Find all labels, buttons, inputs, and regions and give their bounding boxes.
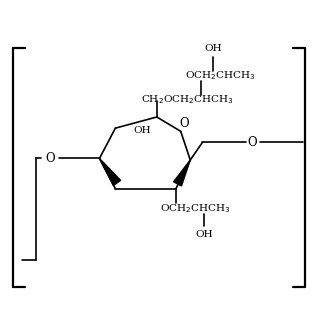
Text: O: O [45,152,55,165]
Text: CH$_2$OCH$_2$CHCH$_3$: CH$_2$OCH$_2$CHCH$_3$ [141,93,233,106]
Text: OCH$_2$CHCH$_3$: OCH$_2$CHCH$_3$ [160,202,231,215]
Text: O: O [180,117,189,130]
Text: OH: OH [195,230,213,239]
Text: O: O [248,136,257,149]
Polygon shape [173,160,190,186]
Text: OCH$_2$CHCH$_3$: OCH$_2$CHCH$_3$ [185,69,255,82]
Text: OH: OH [133,126,150,135]
Polygon shape [100,158,121,186]
Text: OH: OH [204,44,222,53]
